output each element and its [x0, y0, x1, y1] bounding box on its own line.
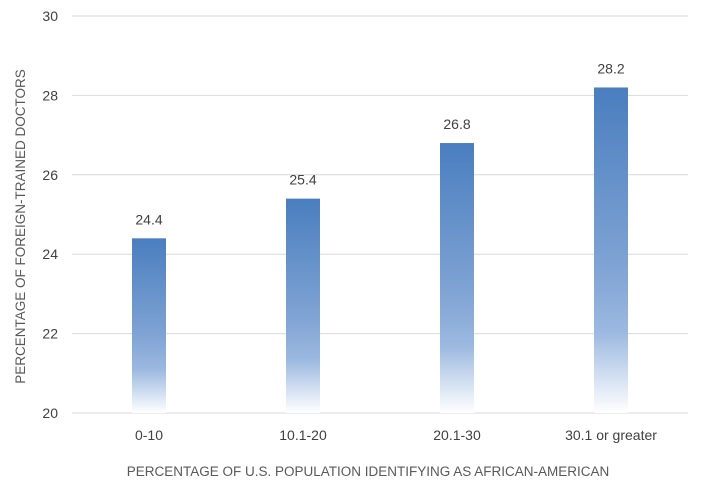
y-tick-label: 30	[42, 8, 58, 24]
bars	[132, 87, 628, 414]
y-tick-label: 20	[42, 405, 58, 421]
y-axis-title: PERCENTAGE OF FOREIGN-TRAINED DOCTORS	[13, 69, 28, 384]
bar	[132, 238, 166, 413]
data-labels: 24.4 25.4 26.8 28.2	[135, 60, 624, 227]
y-tick-label: 28	[42, 87, 58, 103]
x-tick-label: 10.1-20	[279, 427, 327, 443]
gridlines	[72, 15, 688, 414]
y-tick-label: 26	[42, 167, 58, 183]
data-label: 28.2	[597, 60, 624, 76]
data-label: 26.8	[443, 116, 470, 132]
bar	[286, 198, 320, 413]
x-tick-label: 30.1 or greater	[565, 427, 657, 443]
x-tick-label: 0-10	[135, 427, 163, 443]
x-tick-label: 20.1-30	[433, 427, 481, 443]
data-label: 25.4	[289, 172, 316, 188]
y-tick-label: 24	[42, 246, 58, 262]
data-label: 24.4	[135, 211, 162, 227]
y-axis-tick-labels: 20 22 24 26 28 30	[42, 8, 58, 421]
bar	[594, 87, 628, 414]
y-tick-label: 22	[42, 326, 58, 342]
x-axis-title: PERCENTAGE OF U.S. POPULATION IDENTIFYIN…	[127, 464, 610, 479]
bar	[440, 143, 474, 414]
x-axis-tick-labels: 0-10 10.1-20 20.1-30 30.1 or greater	[135, 427, 657, 443]
